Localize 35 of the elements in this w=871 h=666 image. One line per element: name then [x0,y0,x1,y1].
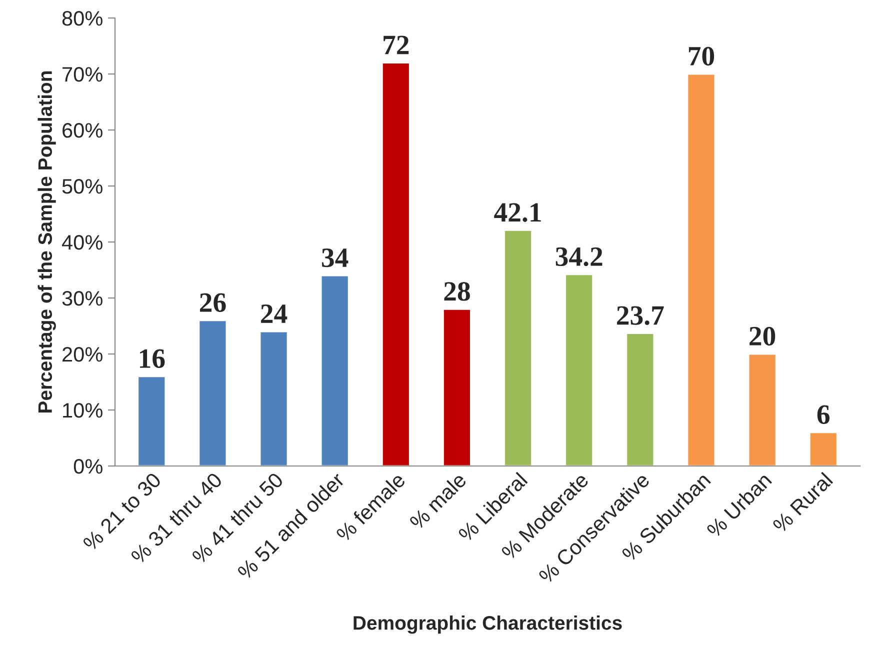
y-tick-label: 80% [62,11,102,26]
data-label: 16 [140,349,165,368]
data-label: 34.2 [556,247,602,266]
y-tick-label: 40% [62,235,102,250]
y-tick-label: 60% [62,123,102,138]
data-label: 34 [322,248,348,268]
bar [320,274,350,466]
data-label: 20 [750,326,776,346]
data-label: 26 [200,293,226,312]
x-axis-title: Demographic Characteristics [354,616,622,634]
bar [808,432,838,466]
data-label: 24 [261,304,288,323]
y-tick-label: 20% [62,347,102,362]
bar [259,330,288,466]
bar [381,62,410,466]
bar [626,332,655,466]
bar [137,376,166,466]
bar [686,73,716,466]
bar [564,274,594,466]
data-label: 28 [444,282,470,301]
bar [748,353,777,466]
bar [504,230,532,466]
y-tick-label: 10% [63,403,102,418]
data-label: 6 [817,405,830,424]
data-label: 72 [384,36,409,54]
data-label: 42.1 [494,203,541,222]
data-label: 23.7 [617,306,664,325]
y-tick-label: 0% [74,459,102,474]
y-tick-label: 30% [62,291,102,306]
y-tick-label: 50% [62,179,102,194]
data-label: 70 [688,46,714,66]
y-tick-label: 70% [62,67,102,82]
y-axis-title: Percentage of the Sample Population [38,71,56,412]
bar [198,320,228,466]
bar [442,308,472,466]
